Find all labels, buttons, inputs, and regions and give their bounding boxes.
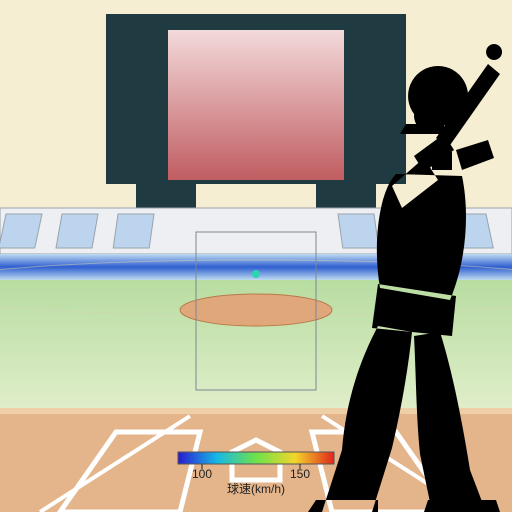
scoreboard-screen bbox=[168, 30, 344, 180]
speed-legend bbox=[178, 452, 334, 464]
legend-label: 球速(km/h) bbox=[227, 482, 285, 496]
wall-panel bbox=[338, 214, 379, 248]
wall-panel bbox=[56, 214, 98, 248]
pitchers-mound bbox=[180, 294, 332, 326]
legend-tick: 150 bbox=[290, 467, 310, 481]
pitch-chart: 100 150 球速(km/h) bbox=[0, 0, 512, 512]
legend-tick: 100 bbox=[192, 467, 212, 481]
pitch-marker bbox=[252, 270, 260, 278]
scoreboard-leg-right bbox=[316, 184, 376, 208]
wall-panel bbox=[0, 214, 42, 248]
wall-panel bbox=[113, 214, 154, 248]
scoreboard-leg-left bbox=[136, 184, 196, 208]
